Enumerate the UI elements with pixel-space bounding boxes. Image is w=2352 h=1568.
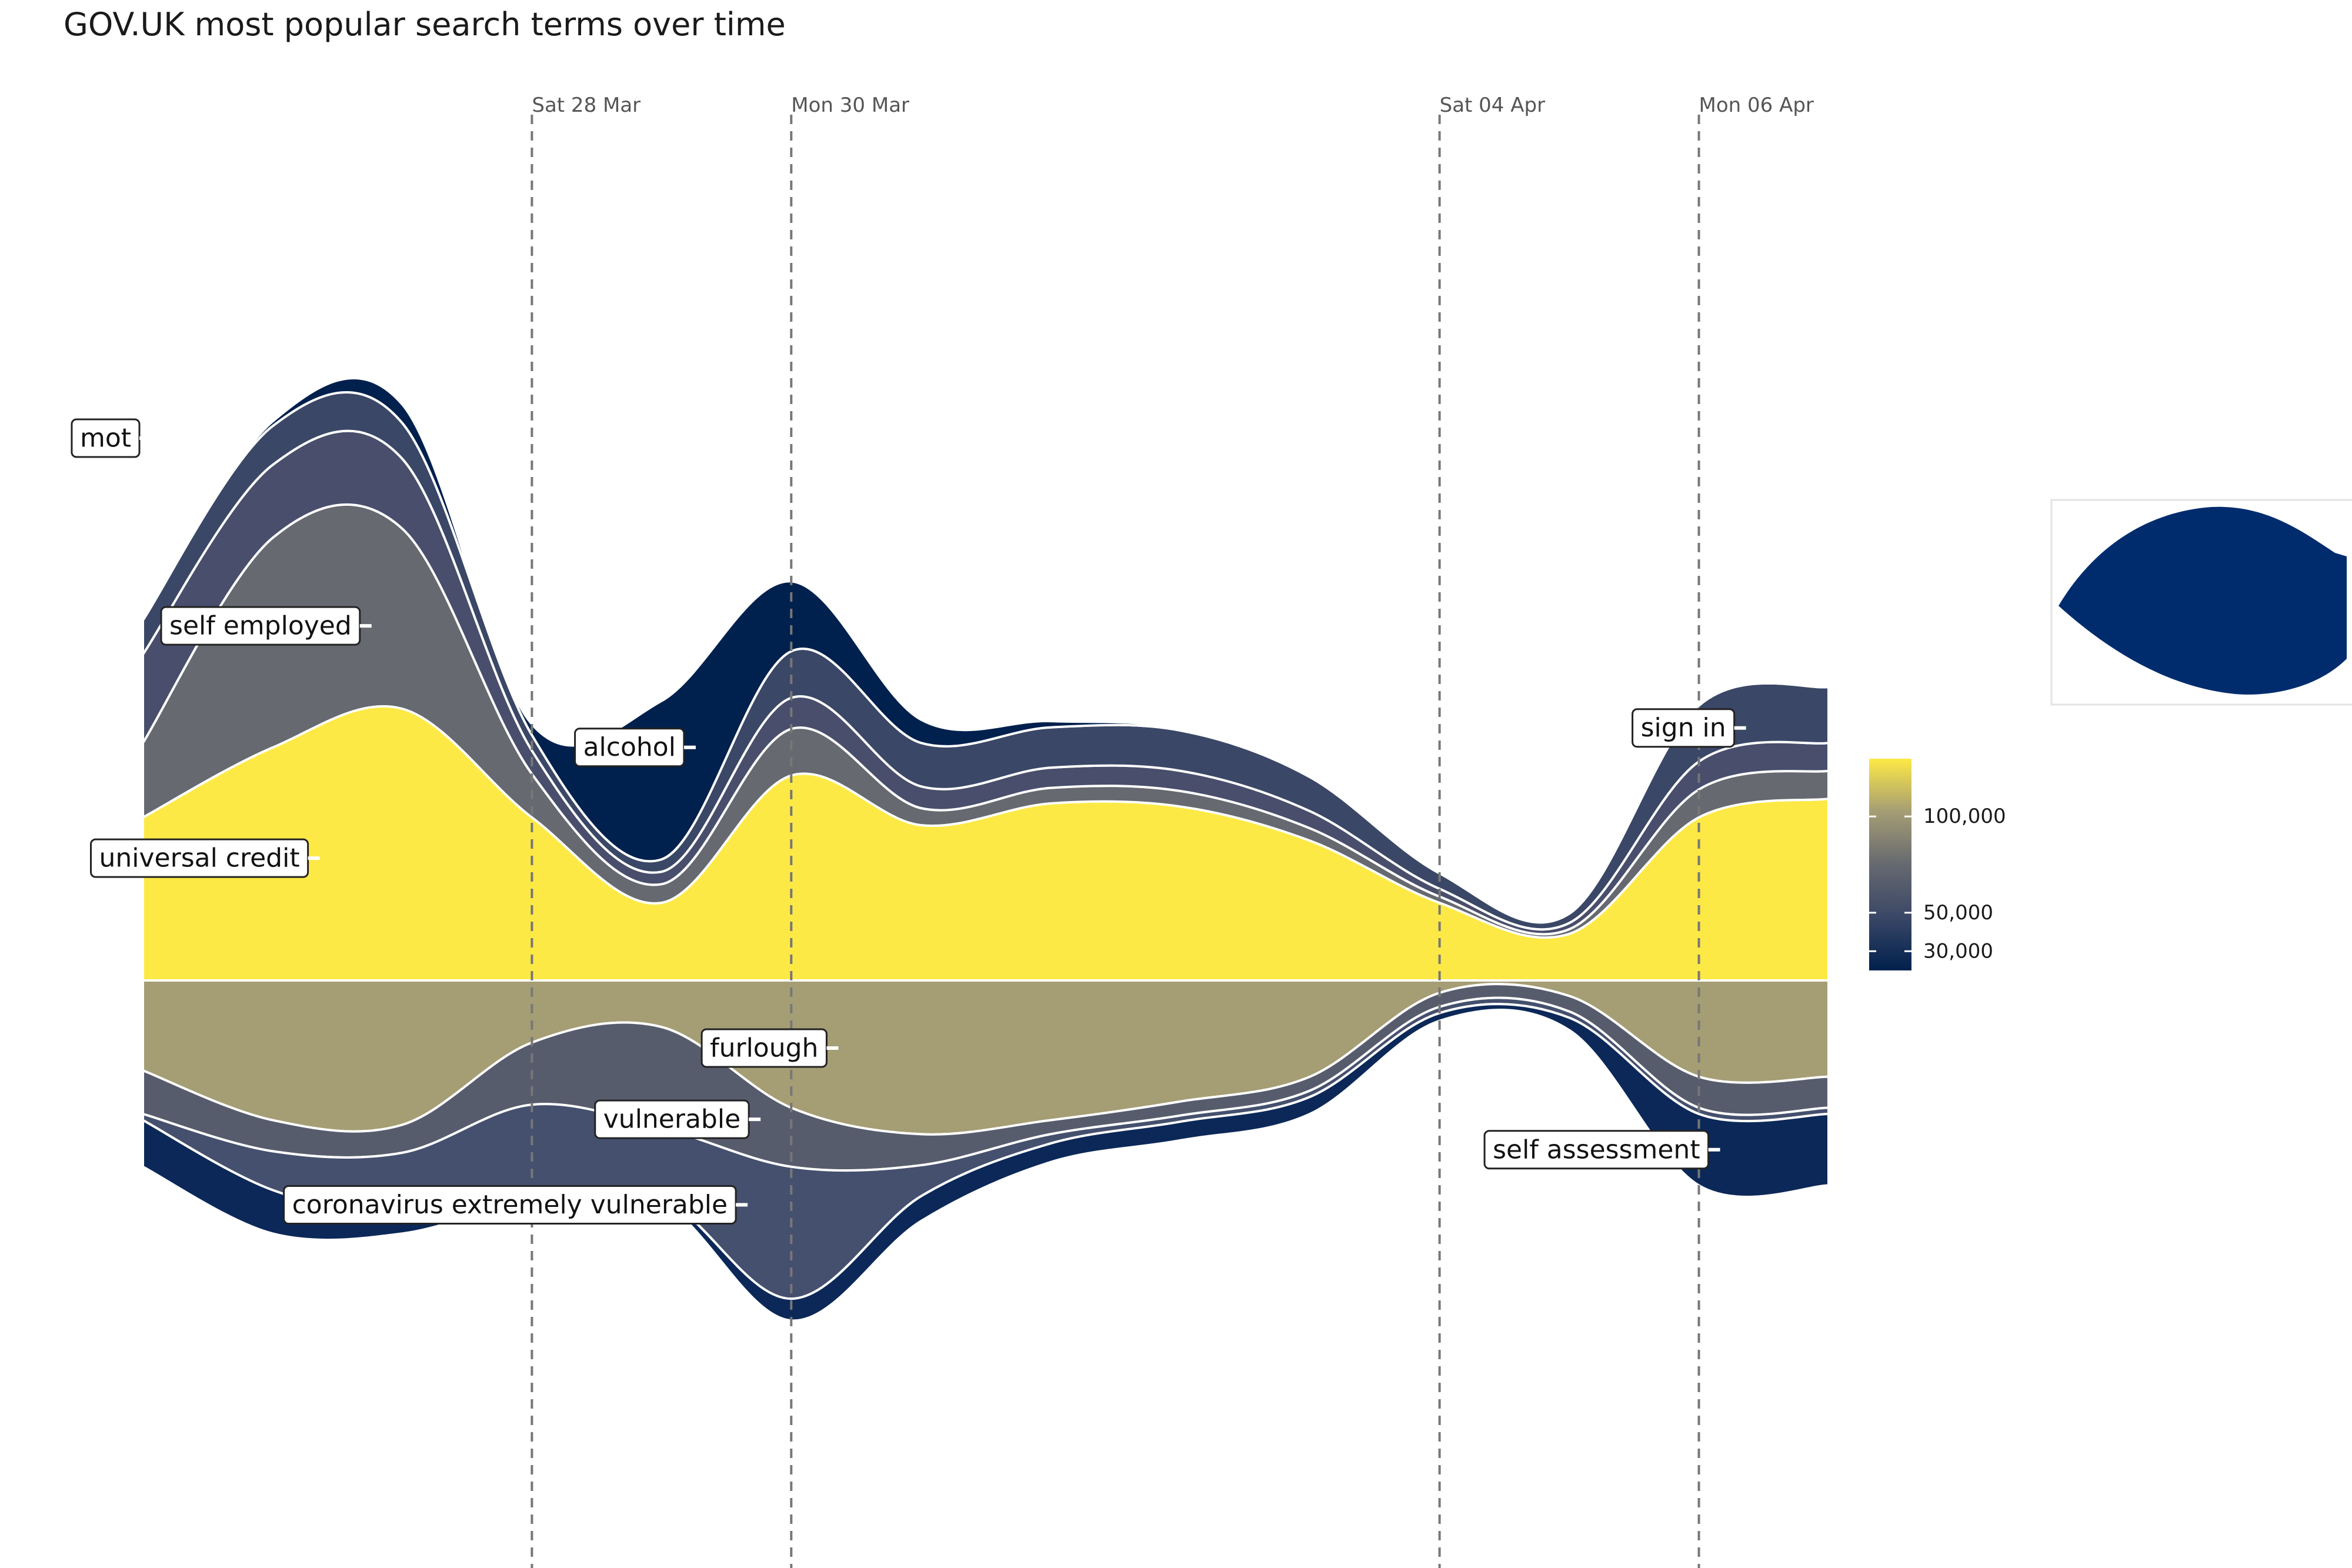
series-label-text: universal credit	[99, 843, 300, 873]
inset-shape	[2059, 506, 2347, 695]
series-label-mot: mot	[71, 418, 151, 458]
date-label: Mon 06 Apr	[1699, 94, 1814, 117]
series-label-text: alcohol	[583, 732, 676, 762]
series-label-text: vulnerable	[603, 1105, 740, 1135]
stream-areas	[142, 376, 1830, 1322]
series-label-text: mot	[80, 423, 131, 453]
series-label-text: sign in	[1641, 713, 1726, 743]
date-label: Mon 30 Mar	[791, 94, 909, 117]
series-label-text: furlough	[710, 1033, 818, 1063]
date-label: Sat 28 Mar	[532, 94, 640, 117]
colorbar-tick-label: 100,000	[1923, 805, 2006, 828]
colorbar-tick-label: 50,000	[1923, 901, 1993, 925]
series-label-vulnerable: vulnerable	[594, 1099, 761, 1139]
color-legend: 30,000 50,000 100,000	[1869, 759, 2006, 970]
area-self-assessment	[142, 1003, 1830, 1322]
series-label-universal-credit: universal credit	[90, 838, 320, 878]
series-label-coronavirus-extremely-vulnerable: coronavirus extremely vulnerable	[283, 1185, 748, 1225]
colorbar-tick-label: 30,000	[1923, 939, 1993, 963]
series-label-text: self employed	[169, 611, 352, 641]
series-label-self-assessment: self assessment	[1483, 1130, 1720, 1170]
chart-title: GOV.UK most popular search terms over ti…	[64, 6, 786, 43]
series-label-sign-in: sign in	[1632, 708, 1746, 748]
date-label: Sat 04 Apr	[1440, 94, 1545, 117]
series-label-furlough: furlough	[700, 1028, 839, 1068]
inset-thumbnail	[2050, 499, 2352, 706]
series-label-alcohol: alcohol	[574, 728, 696, 768]
colorbar	[1869, 759, 1911, 970]
series-labels: universal credit self employed mot sign in a…	[71, 418, 1746, 1225]
series-label-text: self assessment	[1493, 1135, 1700, 1165]
date-guides: Sat 28 Mar Mon 30 Mar Sat 04 Apr Mon 06 Apr	[531, 94, 1814, 1568]
series-label-text: coronavirus extremely vulnerable	[292, 1190, 728, 1220]
series-label-self-employed: self employed	[160, 606, 372, 646]
area-alcohol	[142, 376, 1830, 924]
